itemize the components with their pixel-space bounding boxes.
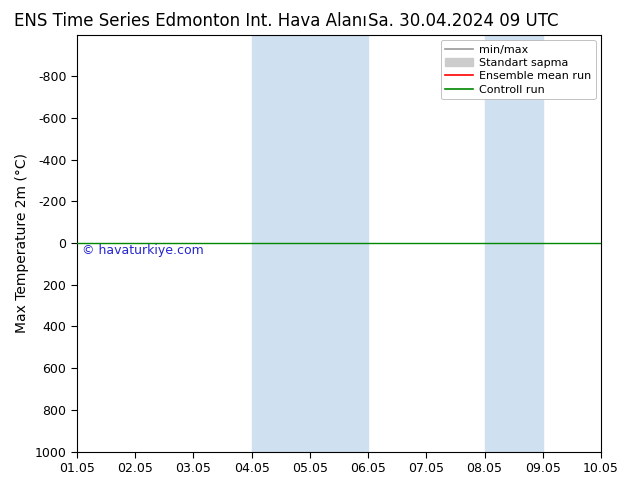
Y-axis label: Max Temperature 2m (°C): Max Temperature 2m (°C) [15, 153, 29, 333]
Text: © havaturkiye.com: © havaturkiye.com [82, 244, 204, 257]
Bar [484, 35, 543, 452]
Text: ENS Time Series Edmonton Int. Hava Alanı: ENS Time Series Edmonton Int. Hava Alanı [14, 12, 366, 30]
Legend: min/max, Standart sapma, Ensemble mean run, Controll run: min/max, Standart sapma, Ensemble mean r… [441, 40, 595, 99]
Bar [252, 35, 368, 452]
Text: Sa. 30.04.2024 09 UTC: Sa. 30.04.2024 09 UTC [368, 12, 558, 30]
